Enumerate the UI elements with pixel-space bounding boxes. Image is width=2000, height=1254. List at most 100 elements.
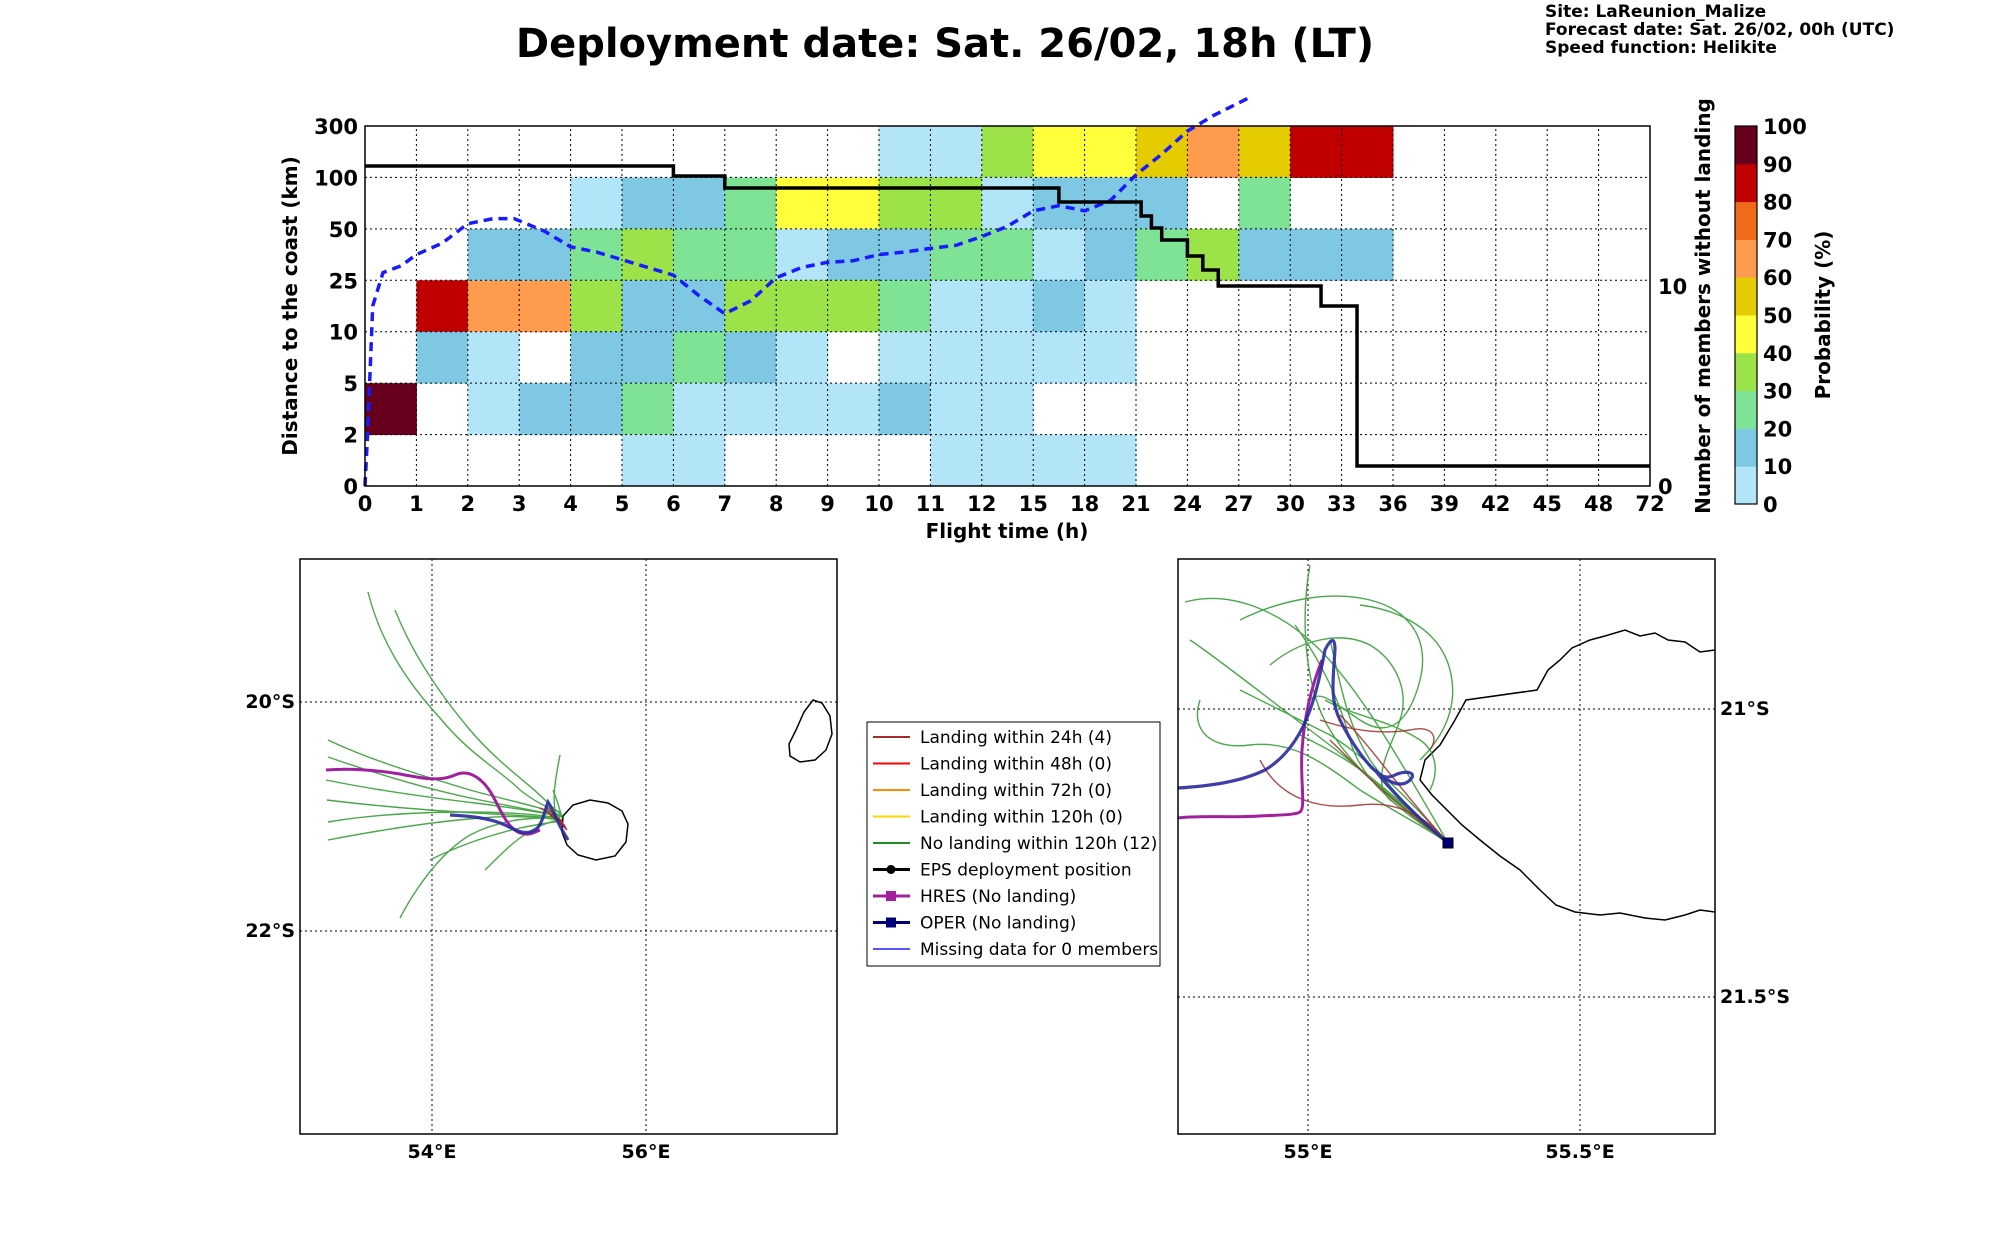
legend-label: Landing within 72h (0): [920, 781, 1112, 801]
x-tick-label: 4: [563, 492, 578, 516]
reunion-coastline-detail: [1419, 629, 1715, 921]
heatmap-cell: [1033, 331, 1086, 384]
x-tick-label: 2: [460, 492, 475, 516]
reunion-coastline: [561, 799, 629, 861]
x-tick-label: 5: [615, 492, 630, 516]
map-grid-right: [1178, 559, 1715, 1134]
legend-label: Landing within 120h (0): [920, 808, 1123, 828]
heatmap-cell: [879, 126, 931, 178]
heatmap-cell: [1084, 331, 1137, 384]
heatmap-cell: [1033, 434, 1086, 487]
x-tick-label: 15: [1019, 492, 1048, 516]
legend-items: Landing within 24h (4) Landing within 48h…: [873, 728, 1158, 960]
heatmap-cell: [1238, 177, 1291, 230]
heatmap-cell: [622, 228, 674, 281]
heatmap-cell: [724, 228, 777, 281]
y2-axis-label: Number of members without landing: [1691, 98, 1715, 514]
y-tick-label: 5: [343, 372, 358, 396]
legend-label: HRES (No landing): [920, 887, 1076, 907]
x-tick-label: 42: [1481, 492, 1510, 516]
heatmap-cell: [981, 228, 1034, 281]
legend-label: Missing data for 0 members: [920, 940, 1158, 960]
heatmap-cell: [724, 383, 777, 436]
heatmap-cell: [724, 280, 777, 333]
colorbar-tick-label: 90: [1763, 153, 1792, 177]
heatmap-cell: [981, 280, 1034, 333]
y-tick-label: 2: [343, 424, 358, 448]
x-tick-label: 9: [820, 492, 835, 516]
legend-label: No landing within 120h (12): [920, 834, 1157, 854]
x-tick-label: 10: [864, 492, 893, 516]
x-tick-label: 27: [1224, 492, 1253, 516]
heatmap-cell: [1084, 126, 1137, 178]
right-lat-label-2: 21.5°S: [1720, 986, 1790, 1008]
legend-item: Missing data for 0 members: [873, 940, 1158, 960]
heatmap-cell: [776, 383, 829, 436]
right-map-frame: [1177, 558, 1716, 1135]
heatmap-cell: [981, 383, 1034, 436]
deployment-position-marker: [1442, 837, 1454, 849]
legend-item: Landing within 48h (0): [873, 755, 1112, 775]
heatmap-cell: [1187, 126, 1240, 178]
colorbar-cells: [1735, 126, 1757, 505]
heatmap-cell: [519, 280, 572, 333]
colorbar-label: Probability (%): [1811, 231, 1835, 400]
heatmap-cell: [416, 331, 469, 384]
regional-trajectory-map: 20°S 22°S 54°E 56°E: [245, 558, 838, 1163]
colorbar-tick-label: 70: [1763, 228, 1792, 252]
heatmap-cell: [1341, 228, 1394, 281]
heatmap-cell: [930, 126, 983, 178]
heatmap-grid: [365, 126, 1650, 486]
heatmap-cell: [467, 331, 520, 384]
heatmap-cell: [365, 383, 417, 436]
heatmap-cell: [724, 177, 777, 230]
heatmap-cell: [570, 331, 623, 384]
heatmap-cell: [673, 177, 726, 230]
left-map-frame: [299, 558, 838, 1135]
heatmap-cell: [622, 177, 674, 230]
y-tick-label: 0: [343, 475, 358, 499]
heatmap-cells: [365, 126, 1394, 487]
heatmap-cell: [570, 177, 623, 230]
colorbar-tick-label: 0: [1763, 493, 1778, 517]
map-grid: [300, 559, 837, 1134]
colorbar-segment: [1735, 126, 1757, 165]
heatmap-cell: [467, 383, 520, 436]
heatmap-cell: [622, 383, 674, 436]
heatmap-cell: [519, 228, 572, 281]
heatmap-cell: [879, 331, 931, 384]
y-tick-label: 25: [329, 269, 358, 293]
colorbar-tick-label: 10: [1763, 455, 1792, 479]
colorbar-segment: [1735, 201, 1757, 240]
legend-label: EPS deployment position: [920, 861, 1132, 881]
x-tick-label: 24: [1173, 492, 1202, 516]
x-tick-label: 21: [1121, 492, 1150, 516]
colorbar-tick-label: 100: [1763, 115, 1807, 139]
legend-item: No landing within 120h (12): [873, 834, 1157, 854]
colorbar-segment: [1735, 352, 1757, 392]
heatmap-cell: [622, 434, 674, 487]
legend-label: Landing within 48h (0): [920, 755, 1112, 775]
colorbar-tick-label: 60: [1763, 266, 1792, 290]
heatmap-cell: [673, 228, 726, 281]
heatmap-cell: [981, 331, 1034, 384]
heatmap-cell: [1341, 126, 1394, 178]
y2-tick-label: 10: [1658, 275, 1687, 299]
left-lon-label-1: 54°E: [408, 1141, 457, 1163]
x-tick-label: 33: [1327, 492, 1356, 516]
x-tick-label: 72: [1635, 492, 1664, 516]
colorbar-segment: [1735, 315, 1757, 354]
colorbar-tick-label: 40: [1763, 342, 1792, 366]
heatmap-cell: [981, 126, 1034, 178]
heatmap-cell: [827, 383, 880, 436]
heatmap-cell: [981, 177, 1034, 230]
heatmap-cell: [930, 331, 983, 384]
left-lat-label-1: 20°S: [245, 691, 295, 713]
x-tick-label: 12: [967, 492, 996, 516]
legend-item: Landing within 72h (0): [873, 781, 1112, 801]
probability-colorbar: 0 10 20 30 40 50 60 70 80 90 100 Probability (%): [1734, 115, 1835, 517]
local-trajectory-map: 21°S 21.5°S 55°E 55.5°E: [1177, 558, 1790, 1163]
right-lon-label-2: 55.5°E: [1545, 1141, 1614, 1163]
oper-track-detail: [1178, 639, 1450, 845]
